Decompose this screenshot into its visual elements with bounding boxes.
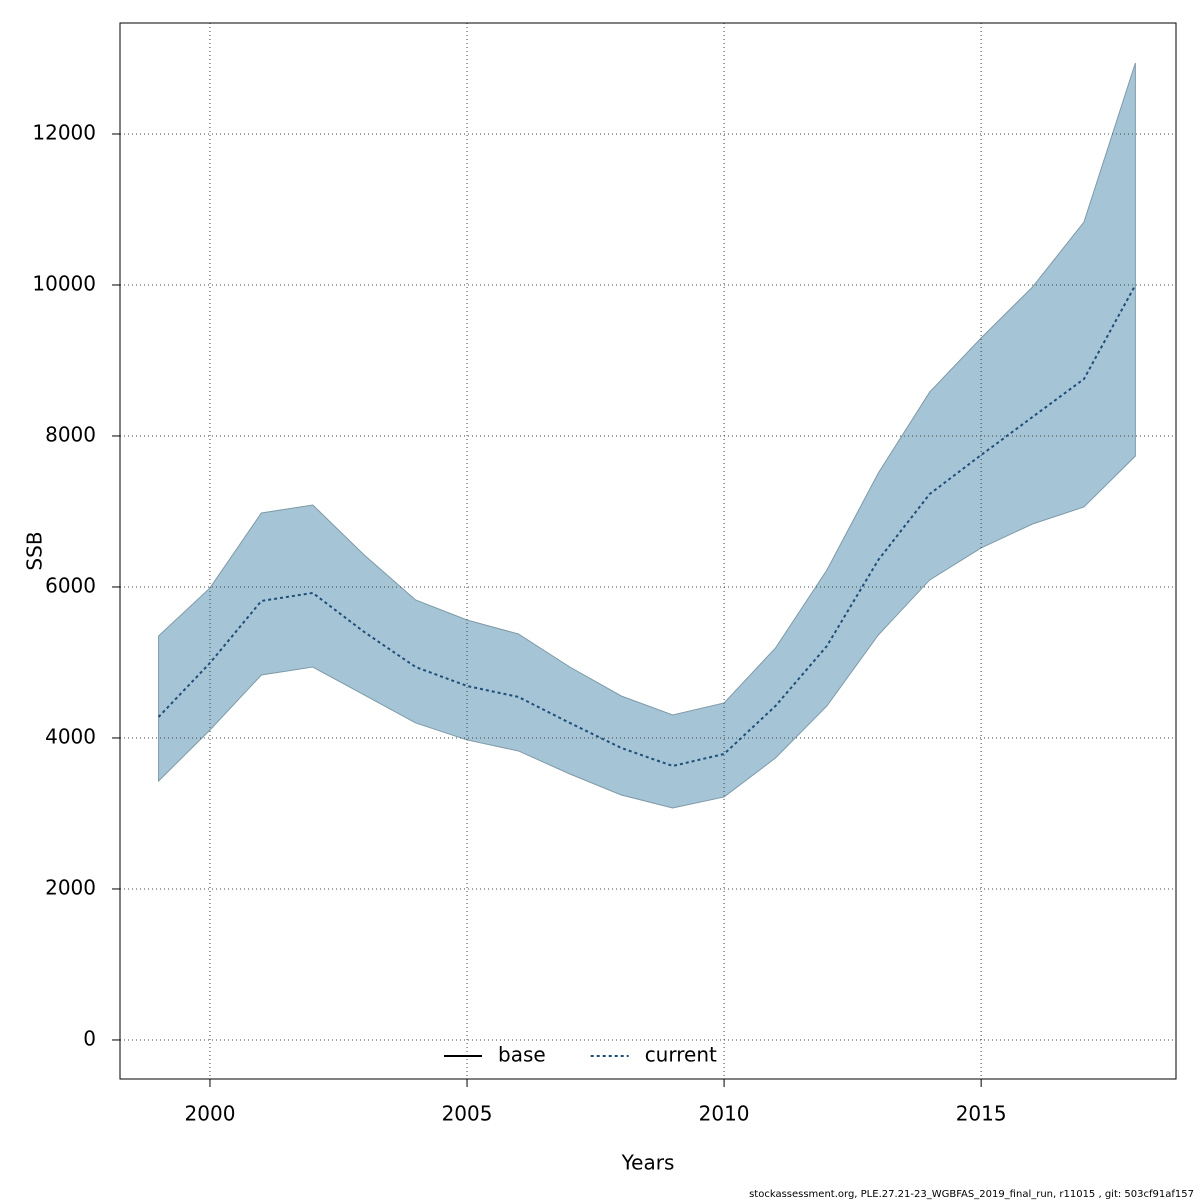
y-tick-label: 12000 bbox=[32, 120, 96, 144]
confidence-band bbox=[158, 62, 1136, 809]
plot-frame bbox=[119, 22, 1177, 1080]
y-tick-label: 2000 bbox=[45, 875, 96, 899]
series-line bbox=[157, 284, 1137, 768]
x-axis-label: Years bbox=[621, 1151, 675, 1175]
footer: stockassessment.org, PLE.27.21-23_WGBFAS… bbox=[749, 1189, 1194, 1200]
x-tick-label: 2010 bbox=[699, 1102, 750, 1126]
y-tick-label: 6000 bbox=[45, 573, 96, 597]
legend-label: base bbox=[498, 1043, 546, 1067]
x-tick-label: 2005 bbox=[442, 1102, 493, 1126]
x-tick-label: 2015 bbox=[956, 1102, 1007, 1126]
y-axis-label: SSB bbox=[23, 531, 47, 570]
y-tick-label: 10000 bbox=[32, 271, 96, 295]
legend-label: current bbox=[645, 1043, 717, 1067]
y-tick-label: 0 bbox=[83, 1026, 96, 1050]
y-tick-label: 8000 bbox=[45, 422, 96, 446]
y-tick-label: 4000 bbox=[45, 724, 96, 748]
x-tick-label: 2000 bbox=[185, 1102, 236, 1126]
